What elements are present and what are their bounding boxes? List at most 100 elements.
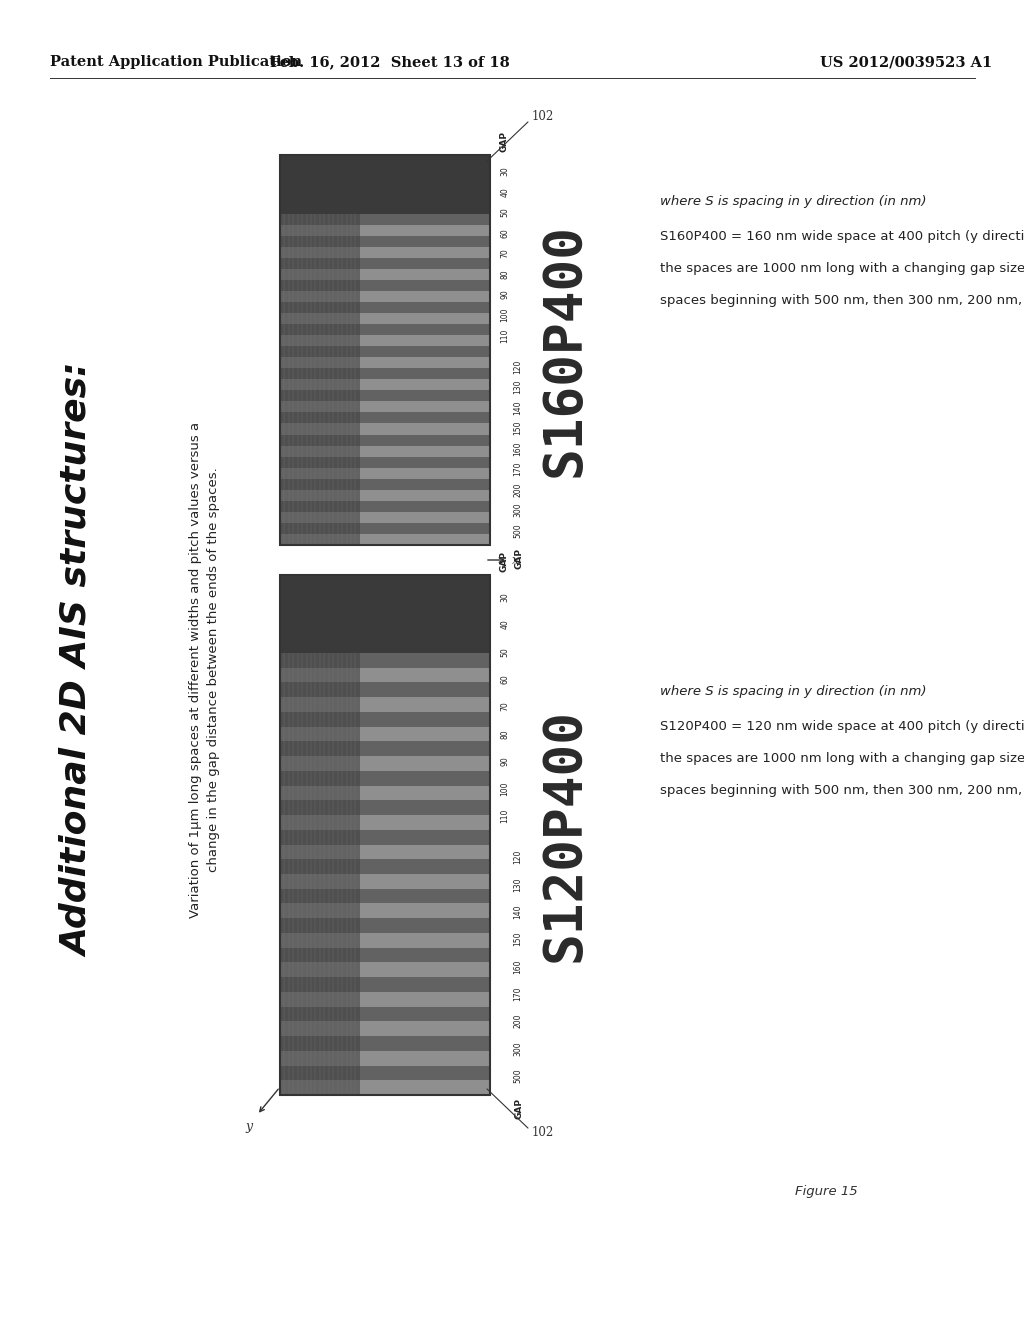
Bar [280, 711, 490, 727]
Text: 102: 102 [532, 1126, 554, 1139]
Text: 40: 40 [501, 187, 510, 197]
Bar [280, 302, 490, 313]
Bar [280, 948, 490, 962]
Text: 50: 50 [501, 207, 510, 218]
Text: 90: 90 [501, 289, 510, 300]
Bar [280, 346, 490, 358]
Bar [280, 424, 490, 434]
Text: 300: 300 [513, 503, 522, 517]
Bar [280, 224, 490, 235]
Bar [280, 576, 490, 1096]
Text: 150: 150 [513, 932, 522, 946]
Text: 70: 70 [501, 701, 510, 711]
Bar [280, 653, 490, 668]
Bar [280, 214, 490, 224]
Text: the spaces are 1000 nm long with a changing gap size between the row of: the spaces are 1000 nm long with a chang… [660, 752, 1024, 766]
Bar [280, 391, 490, 401]
Text: 100: 100 [501, 781, 510, 796]
Bar [280, 1080, 490, 1096]
Bar [280, 401, 490, 412]
Bar [280, 512, 490, 523]
Bar [280, 1051, 490, 1065]
Text: 120: 120 [513, 359, 522, 374]
Text: 110: 110 [501, 329, 510, 343]
Bar [280, 358, 490, 368]
Bar [280, 576, 490, 653]
Bar [280, 257, 490, 269]
Text: S160P400 = 160 nm wide space at 400 pitch (y direction).  In the x direction,: S160P400 = 160 nm wide space at 400 pitc… [660, 230, 1024, 243]
Bar [280, 313, 490, 323]
Bar [280, 814, 490, 830]
Bar [280, 446, 490, 457]
Bar [280, 874, 490, 888]
Text: S120P400: S120P400 [539, 708, 591, 962]
Text: 60: 60 [501, 228, 510, 238]
Bar [280, 800, 490, 814]
Bar [280, 280, 490, 290]
Text: Patent Application Publication: Patent Application Publication [50, 55, 302, 69]
Bar [280, 1036, 490, 1051]
Text: the spaces are 1000 nm long with a changing gap size between the row of: the spaces are 1000 nm long with a chang… [660, 261, 1024, 275]
Text: 40: 40 [501, 619, 510, 630]
Bar [280, 933, 490, 948]
Bar [280, 154, 490, 214]
Bar [280, 412, 490, 424]
Text: 110: 110 [501, 809, 510, 824]
Text: S120P400 = 120 nm wide space at 400 pitch (y direction).  In the x direction,: S120P400 = 120 nm wide space at 400 pitc… [660, 719, 1024, 733]
Bar [280, 903, 490, 919]
Text: 150: 150 [513, 421, 522, 436]
Text: 50: 50 [501, 647, 510, 656]
Text: US 2012/0039523 A1: US 2012/0039523 A1 [820, 55, 992, 69]
Bar [280, 888, 490, 903]
Bar [280, 500, 490, 512]
Bar [280, 756, 490, 771]
Text: 140: 140 [513, 904, 522, 919]
Text: Additional 2D AIS structures:: Additional 2D AIS structures: [61, 363, 95, 957]
Text: Variation of 1μm long spaces at different widths and pitch values versus a
chang: Variation of 1μm long spaces at differen… [189, 422, 220, 919]
Text: 160: 160 [513, 960, 522, 974]
Text: Feb. 16, 2012  Sheet 13 of 18: Feb. 16, 2012 Sheet 13 of 18 [270, 55, 510, 69]
Text: x: x [512, 553, 519, 566]
Bar [280, 682, 490, 697]
Text: spaces beginning with 500 nm, then 300 nm, 200 nm, ...: spaces beginning with 500 nm, then 300 n… [660, 784, 1024, 797]
Bar [280, 727, 490, 742]
Bar [280, 919, 490, 933]
Text: 160: 160 [513, 441, 522, 455]
Text: GAP: GAP [500, 550, 509, 572]
Bar [280, 379, 490, 391]
Text: 30: 30 [501, 166, 510, 177]
Bar [280, 214, 359, 545]
Bar [280, 991, 490, 1007]
Text: where S is spacing in y direction (in nm): where S is spacing in y direction (in nm… [660, 685, 927, 698]
Text: GAP: GAP [514, 1098, 523, 1119]
Bar [280, 697, 490, 711]
Bar [280, 535, 490, 545]
Bar [280, 368, 490, 379]
Bar [280, 1065, 490, 1080]
Text: 70: 70 [501, 248, 510, 259]
Bar [280, 247, 490, 257]
Bar [280, 479, 490, 490]
Bar [280, 457, 490, 467]
Text: 200: 200 [513, 482, 522, 496]
Bar [280, 154, 490, 545]
Bar [280, 434, 490, 446]
Bar [280, 154, 490, 545]
Bar [280, 214, 359, 545]
Bar [280, 335, 490, 346]
Text: 80: 80 [501, 729, 510, 739]
Text: 130: 130 [513, 380, 522, 395]
Bar [280, 962, 490, 977]
Bar [280, 859, 490, 874]
Bar [280, 742, 490, 756]
Bar [280, 490, 490, 500]
Text: 500: 500 [513, 523, 522, 539]
Bar [280, 771, 490, 785]
Text: 500: 500 [513, 1068, 522, 1084]
Text: S160P400: S160P400 [539, 223, 591, 477]
Text: 140: 140 [513, 400, 522, 414]
Bar [280, 269, 490, 280]
Text: 130: 130 [513, 876, 522, 891]
Bar [280, 290, 490, 302]
Bar [280, 323, 490, 335]
